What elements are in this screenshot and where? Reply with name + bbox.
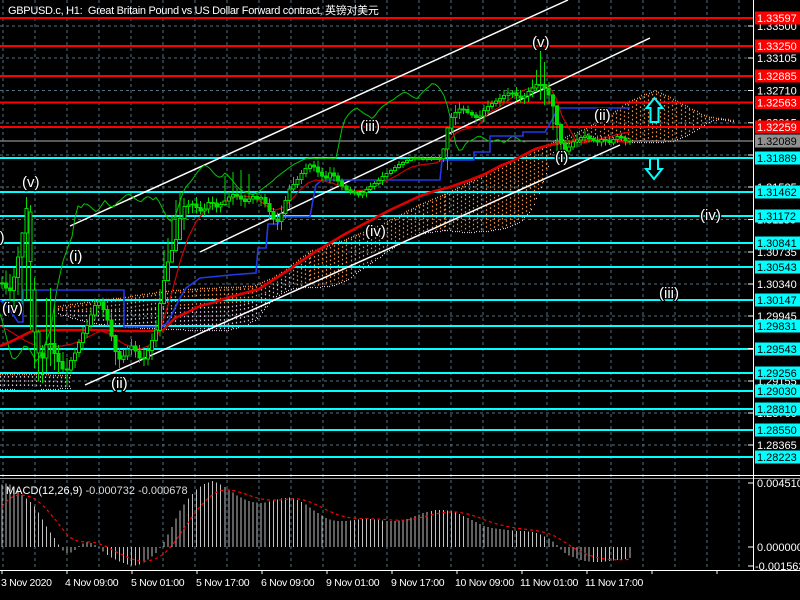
svg-text:1.30543: 1.30543 (757, 262, 797, 274)
svg-text:(v): (v) (22, 174, 40, 191)
svg-text:5 Nov 01:00: 5 Nov 01:00 (131, 577, 185, 589)
svg-text:(ii): (ii) (594, 107, 611, 124)
svg-text:1.29256: 1.29256 (757, 368, 797, 380)
svg-text:6 Nov 09:00: 6 Nov 09:00 (261, 577, 315, 589)
svg-text:(ii): (ii) (111, 375, 128, 392)
svg-text:1.32563: 1.32563 (757, 98, 797, 110)
svg-text:(iv): (iv) (365, 223, 386, 240)
svg-text:1.32259: 1.32259 (757, 122, 797, 134)
svg-text:1.30147: 1.30147 (757, 295, 797, 307)
svg-text:9 Nov 17:00: 9 Nov 17:00 (391, 577, 445, 589)
svg-text:(iv): (iv) (700, 207, 721, 224)
svg-text:1.28550: 1.28550 (757, 425, 797, 437)
svg-text:1.28223: 1.28223 (757, 452, 797, 464)
svg-text:1.33250: 1.33250 (757, 41, 797, 53)
svg-text:MACD(12,26,9) -0.000732 -0.000: MACD(12,26,9) -0.000732 -0.000678 (6, 485, 188, 497)
svg-text:(iii): (iii) (360, 118, 380, 135)
svg-text:(ii): (ii) (0, 229, 5, 246)
svg-text:0.000000: 0.000000 (757, 542, 800, 554)
svg-text:1.33597: 1.33597 (757, 13, 797, 25)
svg-text:11 Nov 01:00: 11 Nov 01:00 (520, 577, 579, 589)
svg-text:(iv): (iv) (2, 300, 23, 317)
svg-text:-0.001563: -0.001563 (755, 561, 800, 573)
svg-text:GBPUSD.c, H1: Great Britain P: GBPUSD.c, H1: Great Britain Pound vs US … (8, 3, 379, 17)
svg-text:3 Nov 2020: 3 Nov 2020 (1, 577, 52, 589)
svg-text:1.30340: 1.30340 (757, 279, 797, 291)
svg-text:1.32089: 1.32089 (757, 136, 797, 148)
svg-text:(i): (i) (69, 248, 82, 265)
svg-text:1.29831: 1.29831 (757, 321, 797, 333)
svg-text:11 Nov 17:00: 11 Nov 17:00 (585, 577, 644, 589)
svg-text:10 Nov 09:00: 10 Nov 09:00 (455, 577, 514, 589)
svg-text:9 Nov 01:00: 9 Nov 01:00 (326, 577, 380, 589)
svg-text:1.32710: 1.32710 (757, 86, 797, 98)
svg-text:1.33105: 1.33105 (757, 53, 797, 65)
svg-text:1.31462: 1.31462 (757, 187, 797, 199)
svg-text:(i): (i) (555, 149, 568, 166)
svg-text:0.004510: 0.004510 (757, 478, 800, 490)
svg-text:1.30841: 1.30841 (757, 238, 797, 250)
svg-text:1.29030: 1.29030 (757, 386, 797, 398)
svg-text:1.29543: 1.29543 (757, 344, 797, 356)
svg-text:(iii): (iii) (659, 285, 679, 302)
svg-text:(v): (v) (532, 34, 550, 51)
svg-text:1.32885: 1.32885 (757, 71, 797, 83)
svg-text:4 Nov 09:00: 4 Nov 09:00 (65, 577, 119, 589)
svg-text:1.28365: 1.28365 (757, 440, 797, 452)
svg-text:1.28810: 1.28810 (757, 404, 797, 416)
svg-text:5 Nov 17:00: 5 Nov 17:00 (196, 577, 250, 589)
svg-text:1.31889: 1.31889 (757, 153, 797, 165)
svg-text:1.31172: 1.31172 (757, 211, 796, 223)
svg-text:1.30735: 1.30735 (757, 247, 797, 259)
